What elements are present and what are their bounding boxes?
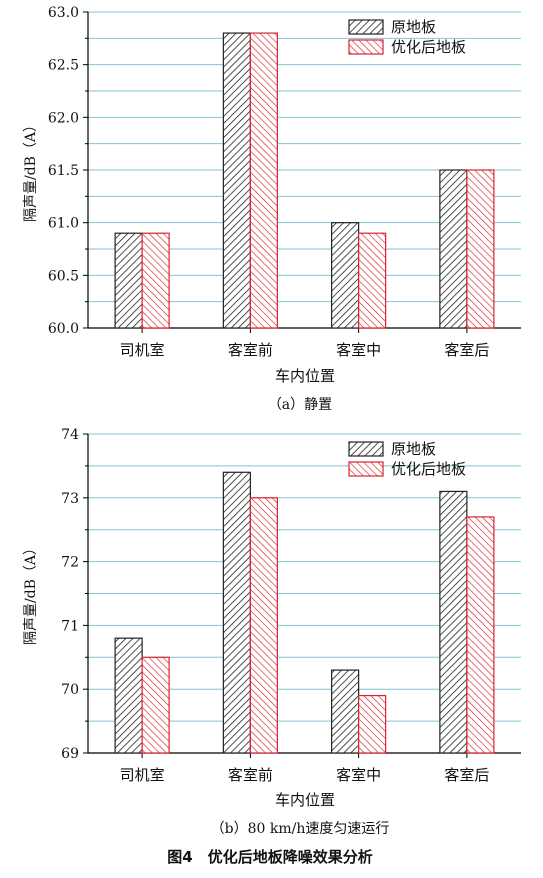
bar-optimized-3 <box>358 694 387 754</box>
bar-original-2 <box>222 471 251 754</box>
y-tick-label: 61.0 <box>48 216 79 232</box>
y-tick-label: 70 <box>61 682 79 698</box>
y-tick-label: 61.5 <box>48 163 79 179</box>
bar-optimized-4 <box>466 516 495 754</box>
x-tick-label: 客室前 <box>228 341 273 359</box>
bar-optimized-3 <box>358 232 387 329</box>
y-tick-label: 62.0 <box>48 110 79 126</box>
chart-static: 60.0 60.5 61.0 61.5 62.0 62.5 63.0 隔声量/dB（A） 司机室… <box>23 5 521 359</box>
y-tick-label: 69 <box>61 746 79 762</box>
legend-label-2: 优化后地板 <box>391 38 466 56</box>
legend-label-2: 优化后地板 <box>391 460 466 478</box>
bar-optimized-1 <box>141 656 170 754</box>
chart-a-subtitle: （a）静置 <box>268 397 332 413</box>
x-tick-label: 司机室 <box>120 766 165 784</box>
legend-swatch-1 <box>348 19 384 35</box>
y-tick-label: 62.5 <box>48 58 79 74</box>
chart-a-xlabel: 车内位置 <box>275 367 335 385</box>
y-tick-label: 63.0 <box>48 5 79 21</box>
legend-swatch-1 <box>348 441 384 457</box>
x-tick-label: 司机室 <box>120 341 165 359</box>
bar-optimized-4 <box>466 169 495 329</box>
chart-b-subtitle: （b）80 km/h速度匀速运行 <box>211 821 390 837</box>
bar-original-1 <box>114 637 143 754</box>
bar-original-4 <box>439 169 468 329</box>
y-tick-label: 72 <box>61 555 79 571</box>
bar-original-4 <box>439 490 468 754</box>
bar-original-2 <box>222 32 251 329</box>
figure-title: 图4 优化后地板降噪效果分析 <box>167 848 372 866</box>
x-tick-label: 客室后 <box>444 766 489 784</box>
x-tick-label: 客室中 <box>336 341 381 359</box>
y-axis-label: 隔声量/dB（A） <box>23 118 39 222</box>
x-tick-label: 客室中 <box>336 766 381 784</box>
x-tick-label: 客室前 <box>228 766 273 784</box>
bar-original-3 <box>331 222 360 329</box>
y-tick-label: 60.5 <box>48 268 79 284</box>
legend-label-1: 原地板 <box>391 18 436 36</box>
legend-swatch-2 <box>348 461 384 477</box>
bar-original-1 <box>114 232 143 329</box>
y-axis-label: 隔声量/dB（A） <box>23 541 39 645</box>
chart-b-xlabel: 车内位置 <box>275 791 335 809</box>
chart-running: 69 70 71 72 73 74 隔声量/dB（A） 司机室 客室前 客室中 客室后 原地板优化后地… <box>23 427 521 784</box>
y-tick-label: 74 <box>61 427 79 443</box>
bar-optimized-2 <box>249 497 278 754</box>
y-tick-label: 60.0 <box>48 321 79 337</box>
bar-optimized-2 <box>249 32 278 329</box>
y-tick-label: 71 <box>61 618 79 634</box>
x-tick-label: 客室后 <box>444 341 489 359</box>
bar-optimized-1 <box>141 232 170 329</box>
y-tick-label: 73 <box>61 491 79 507</box>
bar-original-3 <box>331 669 360 754</box>
legend-swatch-2 <box>348 39 384 55</box>
legend-label-1: 原地板 <box>391 440 436 458</box>
